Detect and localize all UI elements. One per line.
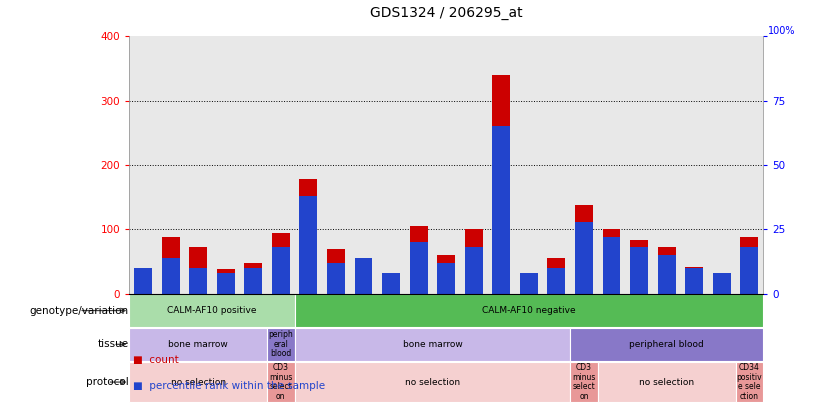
Bar (382, 273, 400, 294)
Bar (129, 294, 294, 327)
Text: CD34
positiv
e sele
ction: CD34 positiv e sele ction (736, 363, 762, 401)
Bar (736, 362, 763, 402)
Bar (294, 362, 570, 402)
Bar (299, 179, 318, 294)
Bar (492, 126, 510, 294)
Bar (162, 258, 179, 294)
Text: GDS1324 / 206295_at: GDS1324 / 206295_at (369, 6, 523, 20)
Bar (217, 269, 234, 294)
Text: genotype/variation: genotype/variation (29, 305, 128, 315)
Bar (129, 362, 267, 402)
Bar (244, 268, 262, 294)
Bar (129, 328, 267, 360)
Text: bone marrow: bone marrow (168, 340, 228, 349)
Bar (327, 249, 345, 294)
Bar (570, 362, 598, 402)
Bar (272, 232, 289, 294)
Bar (354, 258, 373, 294)
Bar (267, 362, 294, 402)
Bar (741, 247, 758, 294)
Bar (603, 229, 620, 294)
Bar (713, 274, 731, 294)
Bar (713, 273, 731, 294)
Bar (492, 75, 510, 294)
Bar (134, 268, 152, 294)
Bar (658, 247, 676, 294)
Text: no selection: no selection (404, 377, 460, 387)
Text: protocol: protocol (86, 377, 128, 387)
Bar (354, 258, 373, 294)
Bar (575, 222, 593, 294)
Bar (267, 328, 294, 360)
Text: no selection: no selection (639, 377, 694, 387)
Bar (134, 269, 152, 294)
Bar (189, 247, 207, 294)
Bar (465, 229, 483, 294)
Text: tissue: tissue (98, 339, 128, 349)
Text: bone marrow: bone marrow (403, 340, 462, 349)
Bar (686, 266, 703, 294)
Bar (598, 362, 736, 402)
Bar (520, 273, 538, 294)
Bar (631, 240, 648, 294)
Bar (658, 255, 676, 294)
Bar (244, 263, 262, 294)
Bar (570, 328, 763, 360)
Bar (294, 294, 763, 327)
Bar (189, 268, 207, 294)
Bar (217, 273, 234, 294)
Text: CD3
minus
select
on: CD3 minus select on (269, 363, 293, 401)
Bar (327, 263, 345, 294)
Bar (162, 237, 179, 294)
Text: ■  percentile rank within the sample: ■ percentile rank within the sample (133, 381, 325, 390)
Bar (437, 263, 455, 294)
Bar (409, 226, 428, 294)
Text: CD3
minus
select
on: CD3 minus select on (572, 363, 595, 401)
Text: 100%: 100% (768, 26, 796, 36)
Bar (686, 268, 703, 294)
Bar (575, 205, 593, 294)
Bar (741, 237, 758, 294)
Bar (465, 247, 483, 294)
Bar (294, 328, 570, 360)
Bar (603, 237, 620, 294)
Text: no selection: no selection (171, 377, 226, 387)
Text: peripheral blood: peripheral blood (630, 340, 704, 349)
Bar (547, 258, 565, 294)
Bar (382, 274, 400, 294)
Text: periph
eral
blood: periph eral blood (269, 330, 294, 358)
Bar (631, 247, 648, 294)
Bar (272, 247, 289, 294)
Text: ■  count: ■ count (133, 356, 179, 365)
Bar (520, 274, 538, 294)
Text: CALM-AF10 positive: CALM-AF10 positive (167, 306, 257, 315)
Bar (437, 255, 455, 294)
Bar (299, 196, 318, 294)
Text: CALM-AF10 negative: CALM-AF10 negative (482, 306, 575, 315)
Bar (409, 242, 428, 294)
Bar (547, 268, 565, 294)
